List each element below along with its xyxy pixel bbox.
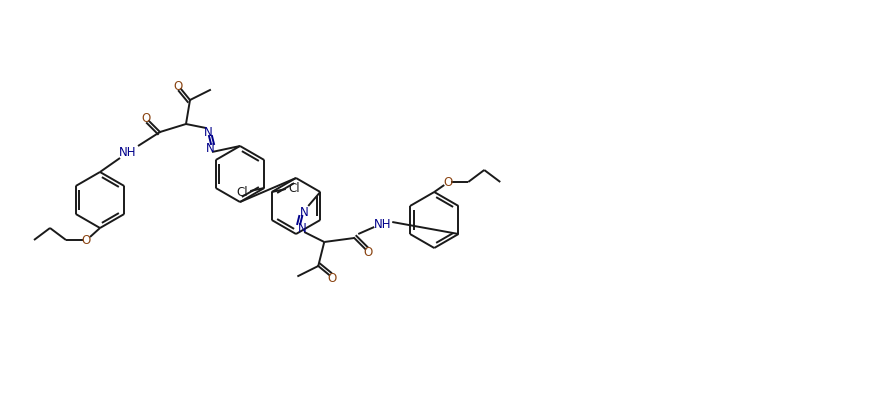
Text: N: N xyxy=(298,221,307,234)
Text: O: O xyxy=(364,246,373,259)
Text: O: O xyxy=(328,272,337,284)
Text: N: N xyxy=(204,126,213,139)
Text: O: O xyxy=(81,234,91,246)
Text: O: O xyxy=(444,175,453,188)
Text: Cl: Cl xyxy=(236,185,248,198)
Text: NH: NH xyxy=(373,217,391,230)
Text: Cl: Cl xyxy=(288,181,300,194)
Text: N: N xyxy=(206,141,215,154)
Text: O: O xyxy=(141,112,151,124)
Text: NH: NH xyxy=(119,145,137,158)
Text: O: O xyxy=(174,80,182,93)
Text: N: N xyxy=(300,206,309,219)
